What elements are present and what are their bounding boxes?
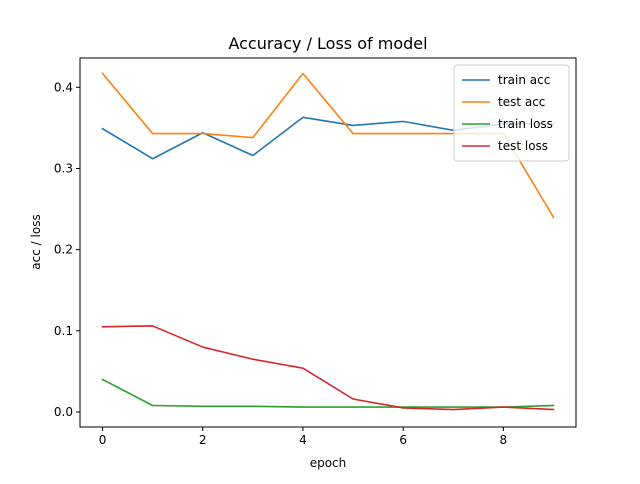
legend-item-train-acc: train acc (462, 73, 550, 87)
y-axis-label: acc / loss (29, 214, 43, 269)
legend-label: train acc (498, 73, 550, 87)
y-tick-label: 0.0 (54, 405, 73, 419)
legend: train acc test acc train loss test loss (453, 64, 570, 162)
axis-ticks: 0 2 4 6 8 0.0 0.1 0.2 0.3 0.4 (54, 80, 507, 447)
legend-label: test loss (498, 139, 548, 153)
y-tick-label: 0.2 (54, 243, 73, 257)
x-tick-label: 8 (500, 433, 508, 447)
x-tick-label: 0 (99, 433, 107, 447)
x-tick-label: 6 (399, 433, 407, 447)
legend-box (453, 64, 570, 162)
x-axis-label: epoch (310, 456, 347, 470)
legend-item-test-acc: test acc (462, 95, 545, 109)
legend-item-train-loss: train loss (462, 117, 553, 131)
series-line-train-loss (101, 378, 555, 408)
legend-label: train loss (498, 117, 553, 131)
y-tick-label: 0.3 (54, 161, 73, 175)
chart-title: Accuracy / Loss of model (228, 34, 427, 53)
y-tick-label: 0.1 (54, 324, 73, 338)
x-tick-label: 4 (299, 433, 307, 447)
x-tick-label: 2 (199, 433, 207, 447)
legend-item-test-loss: test loss (462, 139, 548, 153)
axes-frame (79, 57, 577, 428)
legend-label: test acc (498, 95, 545, 109)
y-tick-label: 0.4 (54, 80, 73, 94)
series-line-test-loss (101, 325, 555, 411)
